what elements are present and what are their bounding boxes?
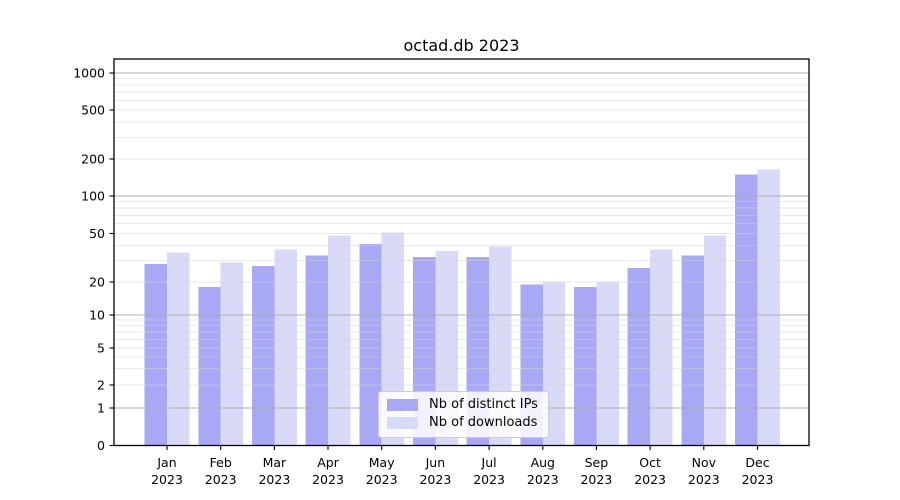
x-tick-label-month: Jan [156, 455, 176, 470]
bar-downloads [220, 262, 244, 446]
x-tick-label-month: Nov [692, 455, 717, 470]
bar-distinct-ips [681, 255, 704, 446]
legend-label-downloads: Nb of downloads [429, 415, 538, 430]
x-tick-label-year: 2023 [151, 472, 183, 487]
x-tick-label-year: 2023 [634, 472, 666, 487]
x-tick-label-month: May [369, 455, 395, 470]
y-tick-label: 2 [97, 377, 105, 392]
bar-downloads [274, 249, 297, 446]
x-tick-label-month: Aug [531, 455, 555, 470]
bar-distinct-ips [359, 244, 382, 446]
bar-distinct-ips [735, 174, 758, 446]
bar-downloads [757, 169, 780, 446]
y-tick-label: 5 [97, 340, 105, 355]
bar-distinct-ips [305, 255, 328, 446]
x-tick-label-year: 2023 [742, 472, 774, 487]
y-tick-label: 1000 [73, 65, 105, 80]
x-tick-label-month: Feb [210, 455, 232, 470]
bar-downloads [650, 249, 673, 446]
bar-downloads [703, 235, 727, 446]
x-tick-label-year: 2023 [580, 472, 612, 487]
y-tick-label: 200 [81, 151, 105, 166]
y-tick-label: 500 [81, 102, 105, 117]
y-tick-label: 20 [89, 274, 105, 289]
bar-distinct-ips [198, 287, 221, 446]
y-tick-label: 100 [81, 188, 105, 203]
legend-swatch-distinct-ips [387, 399, 418, 411]
x-tick-label-year: 2023 [312, 472, 344, 487]
legend-swatch-downloads [387, 417, 418, 429]
x-tick-label-month: Sep [585, 455, 609, 470]
legend-item-distinct-ips: Nb of distinct IPs [387, 398, 538, 412]
x-tick-label-month: Mar [263, 455, 287, 470]
x-tick-label-year: 2023 [258, 472, 290, 487]
x-tick-label-month: Jun [425, 455, 446, 470]
x-tick-label-year: 2023 [688, 472, 720, 487]
x-tick-label-year: 2023 [419, 472, 451, 487]
y-tick-label: 1 [97, 400, 105, 415]
x-tick-label-month: Dec [745, 455, 769, 470]
legend-item-downloads: Nb of downloads [387, 416, 538, 430]
chart-title: octad.db 2023 [403, 36, 520, 55]
bar-distinct-ips [574, 287, 597, 446]
y-tick-label: 10 [89, 307, 105, 322]
x-tick-label-month: Oct [639, 455, 661, 470]
bar-downloads [596, 282, 619, 446]
axes-frame [113, 58, 810, 447]
bar-downloads [167, 252, 190, 446]
x-tick-label-month: Jul [481, 455, 497, 470]
x-tick-label-year: 2023 [473, 472, 505, 487]
x-tick-label-month: Apr [317, 455, 339, 470]
bar-distinct-ips [252, 266, 275, 446]
x-tick-label-year: 2023 [366, 472, 398, 487]
legend: Nb of distinct IPs Nb of downloads [378, 391, 549, 438]
bar-distinct-ips [144, 264, 167, 446]
y-tick-label: 0 [97, 438, 105, 453]
legend-label-distinct-ips: Nb of distinct IPs [429, 397, 538, 412]
bar-downloads [328, 235, 351, 446]
x-tick-label-year: 2023 [205, 472, 237, 487]
x-tick-label-year: 2023 [527, 472, 559, 487]
y-tick-label: 50 [89, 226, 105, 241]
